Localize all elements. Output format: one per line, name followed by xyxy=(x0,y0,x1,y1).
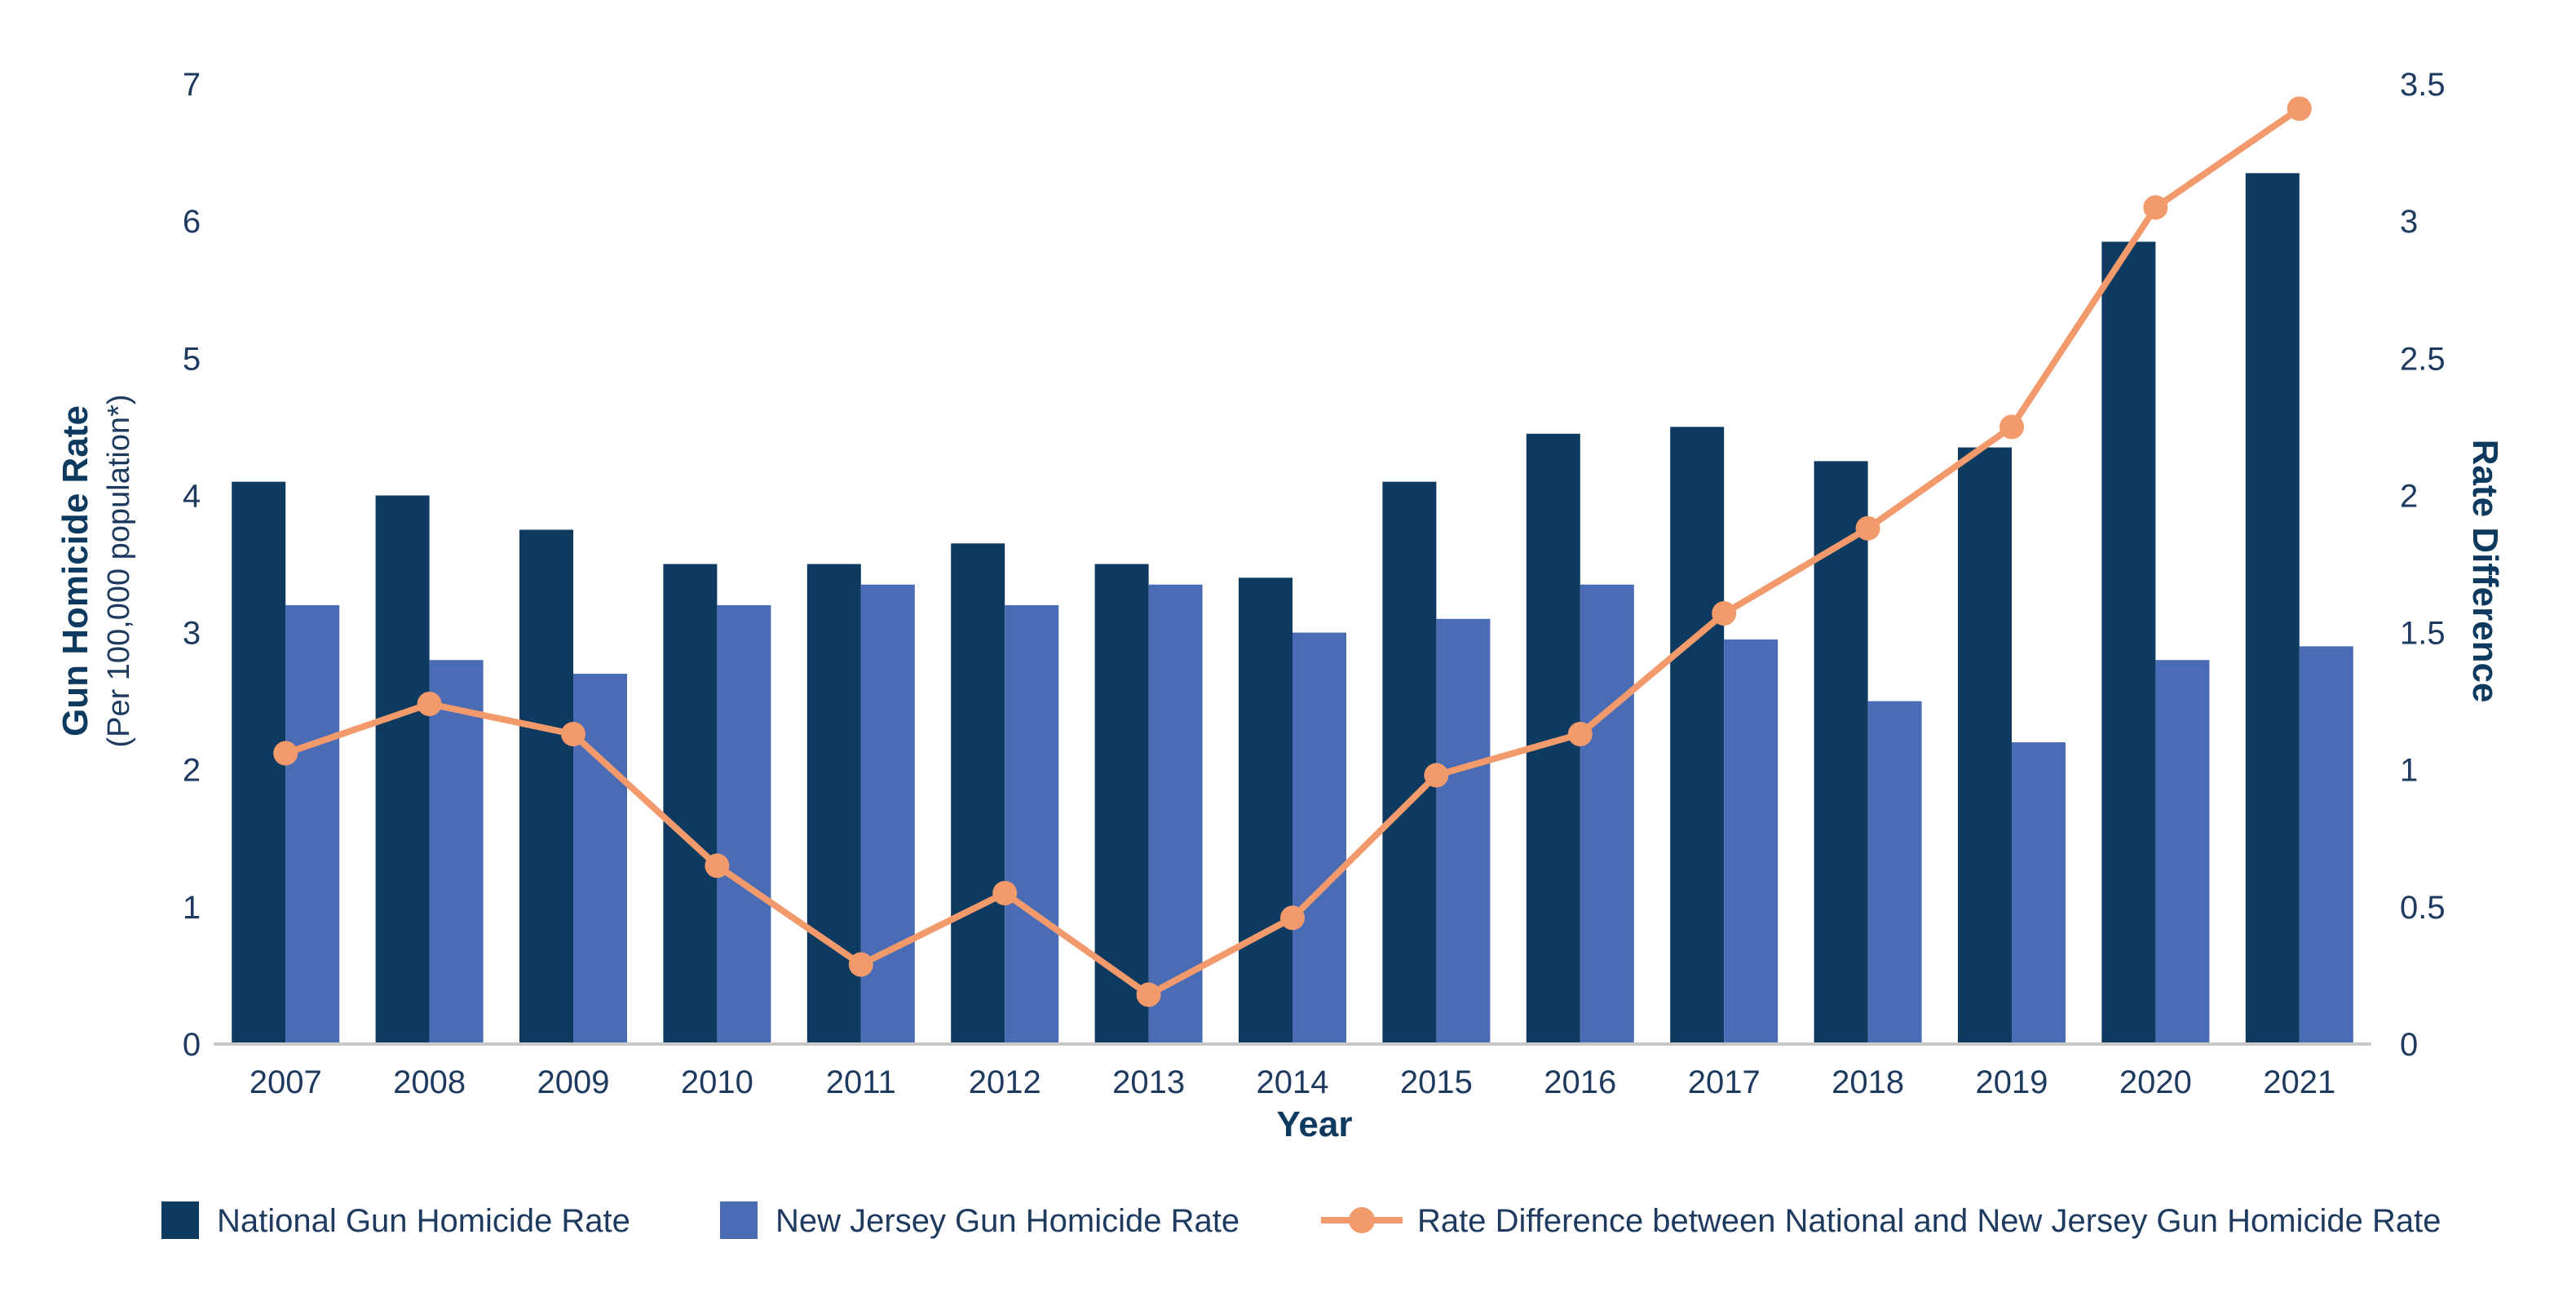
bar-new-jersey xyxy=(1867,701,1922,1044)
x-axis-ticks: 2007 2008 2009 2010 2011 2012 2013 2014 2015 2016… xyxy=(250,1064,2336,1100)
legend-marker-difference xyxy=(1349,1207,1375,1233)
bar-new-jersey xyxy=(1148,584,1203,1044)
y-tick-label: 0 xyxy=(183,1027,201,1063)
x-axis-title: Year xyxy=(1277,1104,1353,1144)
x-tick-label: 2018 xyxy=(1831,1064,1904,1100)
difference-point xyxy=(561,721,585,746)
difference-point xyxy=(273,741,298,766)
y2-tick-label: 0 xyxy=(2400,1027,2418,1063)
y-tick-label: 3 xyxy=(183,616,201,652)
bar-national xyxy=(663,564,718,1044)
difference-point xyxy=(992,881,1018,906)
legend: National Gun Homicide Rate New Jersey Gu… xyxy=(161,1201,2441,1239)
y2-tick-label: 2 xyxy=(2400,478,2418,514)
legend-swatch-national xyxy=(161,1201,199,1239)
y-tick-label: 5 xyxy=(183,341,201,377)
bar-national xyxy=(2245,173,2300,1045)
bar-national xyxy=(1239,577,1292,1044)
x-tick-label: 2012 xyxy=(969,1064,1041,1100)
x-tick-label: 2019 xyxy=(1976,1064,2048,1100)
bar-national xyxy=(2101,241,2156,1045)
y2-axis-title: Rate Difference xyxy=(2465,440,2505,703)
x-tick-label: 2015 xyxy=(1400,1064,1473,1100)
x-tick-label: 2017 xyxy=(1688,1064,1761,1100)
bar-series xyxy=(232,173,2353,1045)
difference-point xyxy=(2287,96,2312,122)
bar-new-jersey xyxy=(2012,742,2066,1044)
y-axis-subtitle: (Per 100,000 population*) xyxy=(102,394,136,747)
y2-tick-label: 1 xyxy=(2400,753,2418,789)
x-tick-label: 2011 xyxy=(826,1064,896,1100)
line-series xyxy=(273,96,2312,1007)
bar-new-jersey xyxy=(1580,584,1634,1044)
x-tick-label: 2020 xyxy=(2119,1064,2192,1100)
difference-point xyxy=(848,952,873,977)
difference-point xyxy=(2143,195,2168,220)
bar-national xyxy=(232,481,286,1044)
right-axis-ticks: 0 0.5 1 1.5 2 2.5 3 3.5 xyxy=(2400,67,2446,1063)
x-tick-label: 2021 xyxy=(2263,1064,2335,1100)
bar-new-jersey xyxy=(1005,604,1059,1044)
y-axis-title: Gun Homicide Rate xyxy=(55,405,95,737)
bar-new-jersey xyxy=(285,604,340,1044)
y-tick-label: 1 xyxy=(183,890,201,926)
y-tick-label: 6 xyxy=(183,204,201,240)
x-tick-label: 2014 xyxy=(1257,1064,1329,1100)
difference-point xyxy=(1136,982,1161,1007)
bar-new-jersey xyxy=(2155,660,2210,1044)
bar-new-jersey xyxy=(429,660,484,1044)
difference-point xyxy=(1280,905,1305,931)
x-tick-label: 2016 xyxy=(1544,1064,1616,1100)
difference-point xyxy=(1999,414,2024,440)
bar-new-jersey xyxy=(717,604,771,1044)
y2-tick-label: 1.5 xyxy=(2400,616,2446,652)
difference-point xyxy=(417,692,442,717)
y-tick-label: 4 xyxy=(183,478,201,514)
x-tick-label: 2008 xyxy=(393,1064,466,1100)
y2-tick-label: 0.5 xyxy=(2400,890,2446,926)
x-tick-label: 2013 xyxy=(1112,1064,1185,1100)
bar-national xyxy=(1958,447,2012,1044)
legend-label-difference: Rate Difference between National and New… xyxy=(1417,1203,2441,1239)
left-axis-ticks: 0 1 2 3 4 5 6 7 xyxy=(183,67,201,1063)
difference-point xyxy=(1855,515,1880,541)
legend-label-national: National Gun Homicide Rate xyxy=(217,1203,630,1239)
y2-tick-label: 2.5 xyxy=(2400,341,2446,377)
difference-point xyxy=(1567,721,1593,746)
bar-national xyxy=(1814,461,1868,1044)
legend-label-new-jersey: New Jersey Gun Homicide Rate xyxy=(775,1203,1239,1239)
y-tick-label: 2 xyxy=(183,753,201,789)
bar-new-jersey xyxy=(1436,618,1491,1044)
bar-new-jersey xyxy=(860,584,915,1044)
legend-swatch-new-jersey xyxy=(720,1201,758,1239)
y2-tick-label: 3.5 xyxy=(2400,67,2446,103)
bar-national xyxy=(951,543,1005,1044)
bar-national xyxy=(519,529,573,1044)
y-tick-label: 7 xyxy=(183,67,201,103)
bar-national xyxy=(1382,481,1437,1044)
bar-new-jersey xyxy=(1292,632,1346,1044)
x-tick-label: 2009 xyxy=(537,1064,610,1100)
y2-tick-label: 3 xyxy=(2400,204,2418,240)
bar-new-jersey xyxy=(1724,639,1778,1044)
bar-national xyxy=(375,495,430,1044)
x-tick-label: 2007 xyxy=(250,1064,322,1100)
difference-point xyxy=(1424,763,1449,788)
bar-new-jersey xyxy=(2299,646,2353,1044)
difference-point xyxy=(1712,601,1737,626)
bar-national xyxy=(1670,427,1725,1044)
difference-point xyxy=(705,853,730,878)
x-tick-label: 2010 xyxy=(681,1064,753,1100)
